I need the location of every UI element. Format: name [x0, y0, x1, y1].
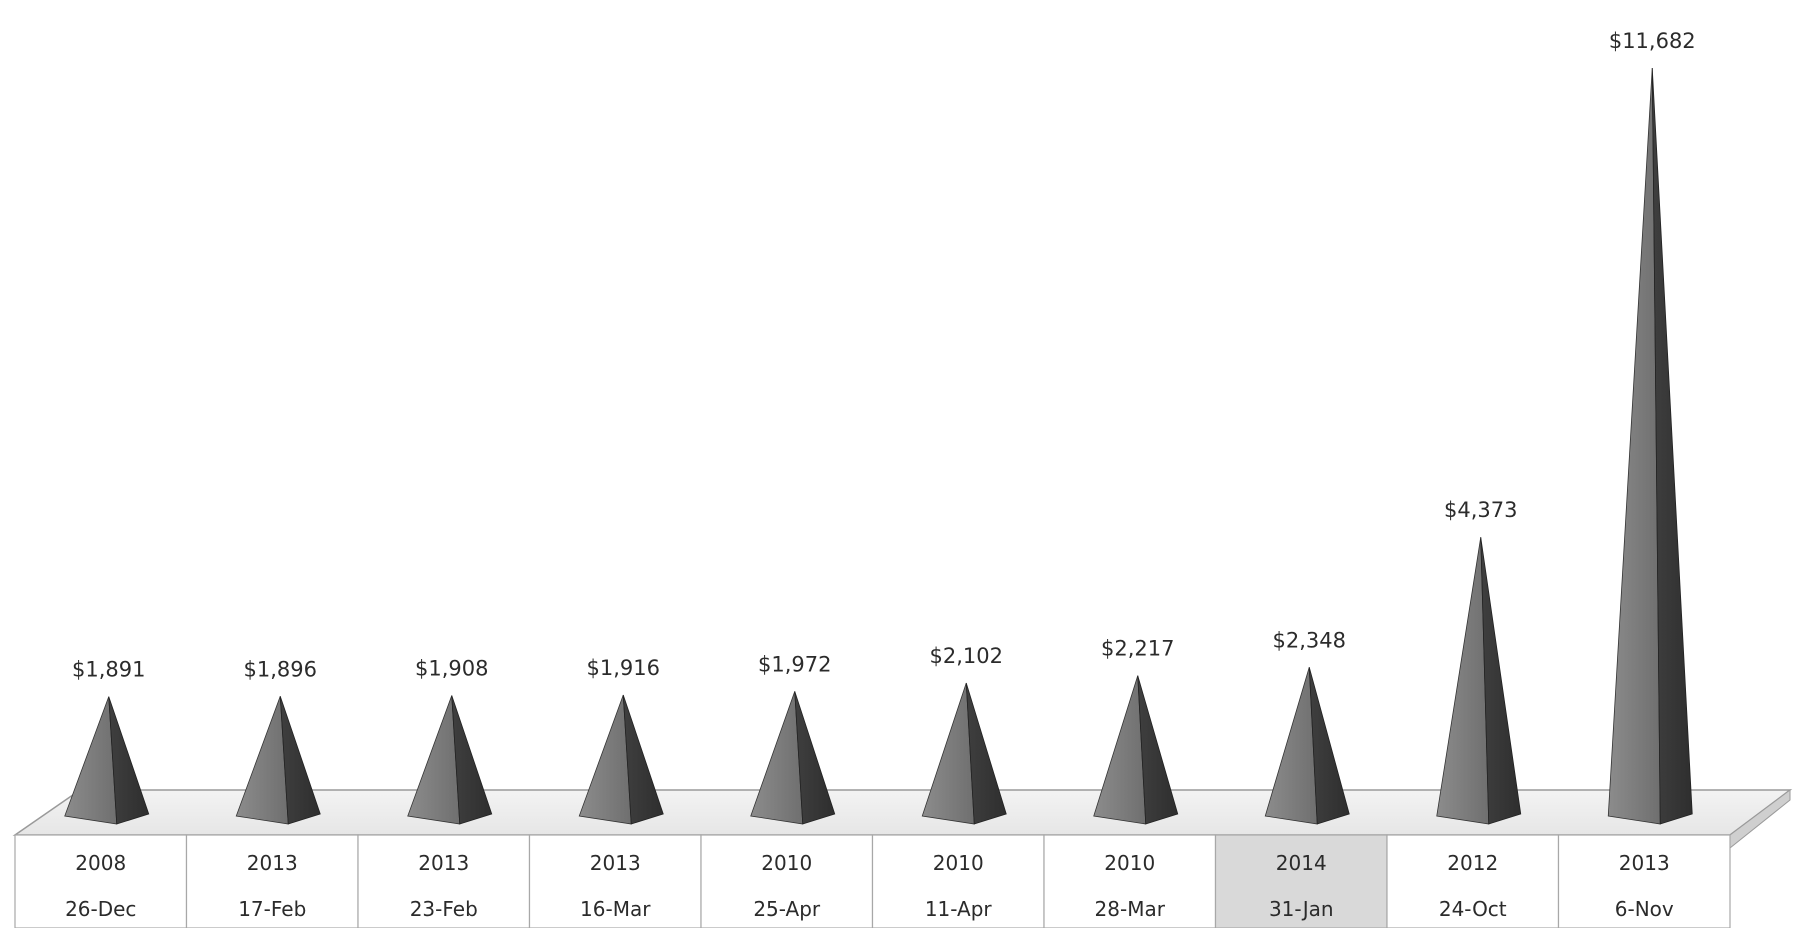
pyramid-bar	[750, 691, 836, 825]
tick-label-year: 2013	[1619, 851, 1670, 875]
tick-label-date: 11-Apr	[925, 897, 993, 921]
data-label: $11,682	[1609, 29, 1696, 53]
tick-label-year: 2013	[418, 851, 469, 875]
pyramid-right-face	[108, 696, 150, 825]
tick-label-year: 2013	[590, 851, 641, 875]
data-label: $2,217	[1101, 637, 1174, 661]
category-cell	[185, 834, 359, 928]
category-cell	[1386, 834, 1560, 928]
pyramid-right-face	[451, 695, 493, 825]
tick-label-date: 25-Apr	[753, 897, 821, 921]
tick-label-year: 2010	[933, 851, 984, 875]
pyramid-right-face	[965, 682, 1007, 825]
pyramid-bar	[1093, 675, 1179, 825]
data-label: $1,972	[758, 652, 831, 676]
category-table: 2008 26-Dec 2013 17-Feb 2013 23-Feb 2013 16-Mar…	[14, 834, 1731, 928]
pyramid-right-face	[279, 696, 321, 825]
data-labels: $1,891 $1,896 $1,908 $1,916 $1,972 $2,102 $2,2…	[72, 29, 1696, 682]
pyramid-right-face	[794, 691, 836, 825]
data-label: $1,891	[72, 658, 145, 682]
data-label: $4,373	[1444, 498, 1517, 522]
data-label: $1,896	[244, 657, 317, 681]
pyramid-right-face	[622, 694, 664, 825]
category-cell	[1214, 834, 1388, 928]
pyramid-left-face	[1607, 67, 1661, 825]
pyramid-left-face	[1264, 667, 1318, 825]
data-label: $1,908	[415, 657, 488, 681]
data-label: $1,916	[587, 656, 660, 680]
category-cell	[700, 834, 874, 928]
tick-label-year: 2013	[247, 851, 298, 875]
pyramid-bar	[1264, 667, 1350, 825]
pyramid-right-face	[1480, 537, 1522, 825]
pyramid-left-face	[1093, 675, 1147, 825]
pyramid-bar	[407, 695, 493, 825]
category-cell	[357, 834, 531, 928]
pyramid-left-face	[921, 682, 975, 825]
pyramid-right-face	[1308, 667, 1350, 825]
category-cell	[871, 834, 1045, 928]
tick-label-date: 6-Nov	[1615, 897, 1674, 921]
tick-label-year: 2012	[1447, 851, 1498, 875]
pyramid-bar	[1607, 67, 1693, 825]
pyramid-left-face	[407, 695, 461, 825]
tick-label-date: 24-Oct	[1439, 897, 1507, 921]
pyramid-left-face	[578, 694, 632, 825]
tick-label-year: 2010	[761, 851, 812, 875]
pyramid-right-face	[1137, 675, 1179, 825]
pyramid-right-face	[1651, 67, 1693, 825]
category-cell	[14, 834, 188, 928]
data-label: $2,102	[930, 644, 1003, 668]
pyramid-left-face	[1436, 537, 1490, 825]
pyramid-left-face	[750, 691, 804, 825]
tick-label-year: 2010	[1104, 851, 1155, 875]
pyramid-bar	[235, 696, 321, 825]
pyramid-bar	[64, 696, 150, 825]
tick-label-date: 28-Mar	[1095, 897, 1166, 921]
tick-label-year: 2008	[75, 851, 126, 875]
pyramid-bar	[578, 694, 664, 825]
tick-label-date: 17-Feb	[238, 897, 306, 921]
tick-label-date: 23-Feb	[410, 897, 478, 921]
tick-label-date: 16-Mar	[580, 897, 651, 921]
tick-label-date: 26-Dec	[65, 897, 136, 921]
tick-label-date: 31-Jan	[1269, 897, 1334, 921]
tick-label-year: 2014	[1276, 851, 1327, 875]
pyramid-left-face	[64, 696, 118, 825]
pyramid-left-face	[235, 696, 289, 825]
category-cell	[1557, 834, 1731, 928]
pyramid-bar	[921, 682, 1007, 825]
data-label: $2,348	[1273, 628, 1346, 652]
pyramid-series	[64, 67, 1693, 825]
category-cell	[1043, 834, 1217, 928]
pyramid-bar	[1436, 537, 1522, 825]
